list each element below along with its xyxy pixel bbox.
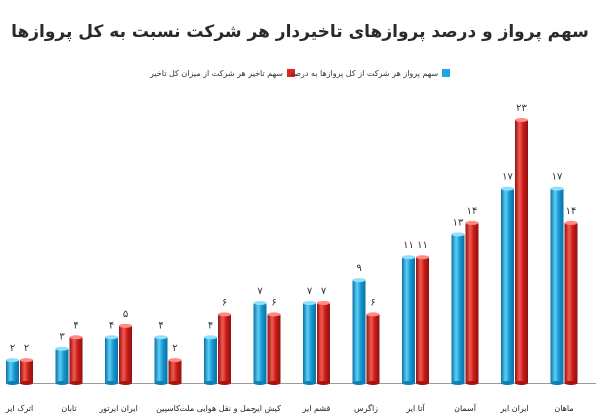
data-label-blue-7: ۴ xyxy=(208,320,213,331)
bar-blue-7 xyxy=(204,335,217,385)
bar-red-4 xyxy=(366,312,380,385)
bar-blue-0 xyxy=(550,186,564,385)
legend-item-blue: سهم پرواز هر شرکت از کل پروازها به درصد xyxy=(290,66,451,80)
data-label-red-6: ۶ xyxy=(271,297,276,308)
bar-blue-10 xyxy=(55,346,69,385)
data-label-blue-4: ۹ xyxy=(356,263,361,274)
category-label-8: کاسپین xyxy=(156,404,180,413)
data-label-red-4: ۶ xyxy=(370,297,375,308)
data-label-red-3: ۱۱ xyxy=(417,240,428,251)
chart-title: سهم پرواز و درصد پروازهای تاخیردار هر شر… xyxy=(11,22,589,42)
legend-item-red: سهم تاخیر هر شرکت از میزان کل تاخیر xyxy=(150,66,295,80)
legend-swatch-blue xyxy=(442,69,451,77)
category-label-11: اترک ایر xyxy=(5,404,33,413)
data-label-red-10: ۴ xyxy=(73,320,78,331)
bar-blue-4 xyxy=(352,278,366,385)
bar-blue-6 xyxy=(253,300,267,385)
data-label-blue-3: ۱۱ xyxy=(403,240,414,251)
data-label-red-1: ۲۳ xyxy=(516,103,527,114)
bar-red-8 xyxy=(168,358,182,385)
bar-red-9 xyxy=(119,323,132,385)
category-label-7: حمل و نقل هوایی ملت xyxy=(179,404,255,413)
category-label-2: آسمان xyxy=(454,403,477,413)
data-label-red-5: ۷ xyxy=(321,286,327,297)
data-label-red-0: ۱۴ xyxy=(566,206,577,217)
data-label-blue-9: ۴ xyxy=(109,320,114,331)
category-label-3: آتا ایر xyxy=(405,403,425,413)
bar-blue-2 xyxy=(451,232,465,385)
bar-red-10 xyxy=(69,335,83,385)
bar-red-11 xyxy=(20,358,33,385)
category-label-6: کیش ایر xyxy=(252,404,281,413)
legend: سهم تاخیر هر شرکت از میزان کل تاخیر سهم … xyxy=(0,66,600,82)
data-label-red-2: ۱۴ xyxy=(467,206,478,217)
data-label-blue-8: ۴ xyxy=(158,320,163,331)
data-label-blue-10: ۳ xyxy=(59,332,65,343)
legend-swatch-red xyxy=(286,69,295,77)
data-label-blue-0: ۱۷ xyxy=(552,172,563,183)
bar-blue-8 xyxy=(154,335,168,385)
category-label-4: زاگرس xyxy=(354,403,378,413)
data-label-red-9: ۵ xyxy=(123,309,128,320)
bar-blue-9 xyxy=(105,335,118,385)
bar-blue-11 xyxy=(6,358,19,385)
data-label-blue-11: ۲ xyxy=(10,343,15,354)
category-label-1: ایران ایر xyxy=(499,404,528,413)
legend-label-blue: سهم پرواز هر شرکت از کل پروازها به درصد xyxy=(290,68,439,78)
bar-blue-5 xyxy=(303,300,316,385)
bar-red-7 xyxy=(218,312,231,385)
category-label-9: ایران ایرتور xyxy=(98,404,138,413)
category-label-5: قشم ایر xyxy=(302,404,331,413)
data-label-red-11: ۲ xyxy=(24,343,29,354)
legend-label-red: سهم تاخیر هر شرکت از میزان کل تاخیر xyxy=(150,68,283,78)
data-label-red-7: ۶ xyxy=(222,297,227,308)
bar-red-3 xyxy=(416,255,429,385)
bar-red-0 xyxy=(564,220,578,385)
bar-red-5 xyxy=(317,300,330,385)
data-label-red-8: ۲ xyxy=(172,343,177,354)
data-label-blue-5: ۷ xyxy=(307,286,313,297)
bar-red-6 xyxy=(267,312,281,385)
bar-red-2 xyxy=(465,220,479,385)
data-label-blue-1: ۱۷ xyxy=(502,172,513,183)
bar-red-1 xyxy=(515,118,528,385)
data-label-blue-6: ۷ xyxy=(257,286,263,297)
bar-blue-1 xyxy=(501,186,514,385)
data-label-blue-2: ۱۳ xyxy=(453,217,464,228)
category-label-10: تابان xyxy=(61,404,76,413)
bar-blue-3 xyxy=(402,255,415,385)
category-label-0: ماهان xyxy=(554,404,573,413)
